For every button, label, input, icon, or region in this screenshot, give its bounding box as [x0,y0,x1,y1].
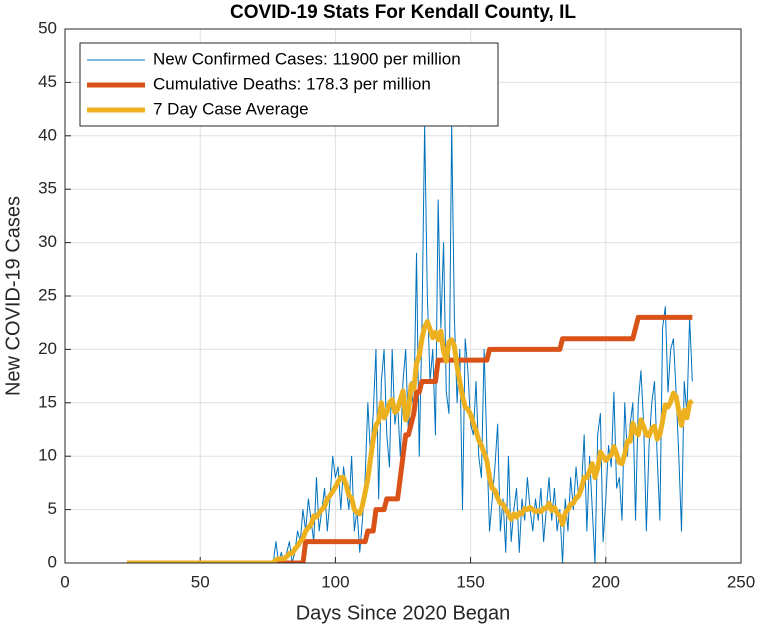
y-axis-label: New COVID-19 Cases [2,196,24,396]
x-tick-label: 100 [321,572,349,591]
series-line [127,319,694,563]
series-line [127,124,693,563]
y-tick-label: 50 [38,18,57,37]
chart-title: COVID-19 Stats For Kendall County, IL [230,2,576,23]
x-tick-label: 150 [456,572,484,591]
legend-label: Cumulative Deaths: 178.3 per million [153,74,431,93]
y-tick-label: 20 [38,339,57,358]
y-tick-label: 15 [38,392,57,411]
x-tick-label: 250 [727,572,755,591]
plot-frame [64,28,742,564]
x-tick-label: 200 [592,572,620,591]
x-axis-label: Days Since 2020 Began [296,602,511,624]
y-tick-label: 5 [48,499,57,518]
legend-label: New Confirmed Cases: 11900 per million [153,49,461,68]
y-tick-label: 10 [38,446,57,465]
y-tick-label: 30 [38,232,57,251]
legend-label: 7 Day Case Average [153,99,309,118]
y-tick-label: 25 [38,285,57,304]
y-tick-label: 45 [38,72,57,91]
y-tick-label: 35 [38,179,57,198]
y-tick-label: 0 [48,552,57,571]
series-line [127,314,693,563]
x-tick-label: 50 [191,572,210,591]
x-tick-label: 0 [60,572,69,591]
y-tick-label: 40 [38,125,57,144]
legend-box [79,42,499,127]
